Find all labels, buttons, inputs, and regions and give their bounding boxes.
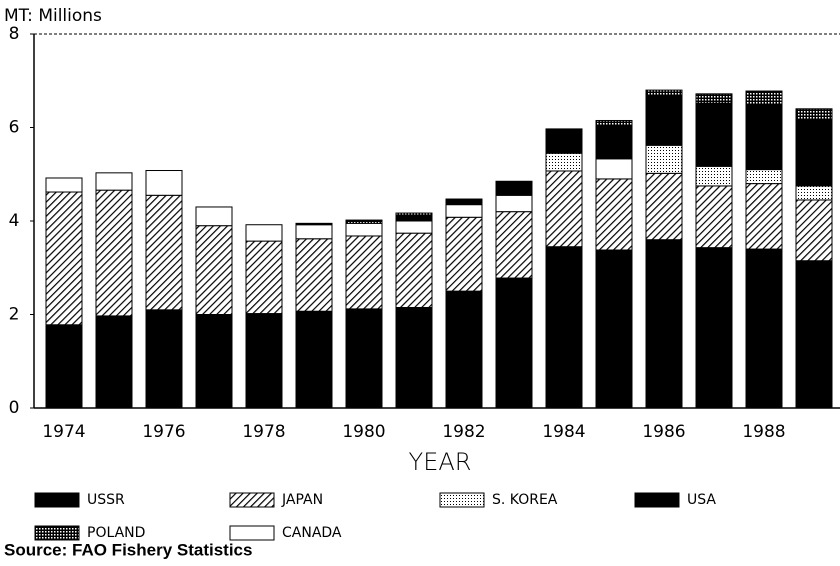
bar-segment bbox=[345, 222, 383, 237]
bar-segment bbox=[745, 183, 783, 250]
bar-segment bbox=[795, 260, 833, 409]
bar-segment bbox=[195, 314, 233, 409]
x-axis-label: YEAR bbox=[409, 448, 472, 476]
bar-segment bbox=[795, 118, 833, 187]
bar-segment bbox=[295, 222, 333, 226]
bar-segment bbox=[245, 313, 283, 409]
bar-segment bbox=[545, 128, 583, 154]
x-tick-label: 1978 bbox=[242, 422, 285, 442]
bar-segment bbox=[595, 158, 633, 180]
x-tick-label: 1976 bbox=[142, 422, 185, 442]
bar-segment bbox=[45, 324, 83, 409]
bar-segment bbox=[445, 290, 483, 409]
bar-segment bbox=[295, 224, 333, 240]
bar-segment bbox=[345, 219, 383, 224]
bar-segment bbox=[495, 277, 533, 409]
bar-segment bbox=[745, 103, 783, 171]
bar-segment bbox=[645, 239, 683, 409]
source-note: Source: FAO Fishery Statistics bbox=[4, 540, 252, 559]
bar-segment bbox=[195, 225, 233, 315]
bar-segment bbox=[695, 93, 733, 104]
x-tick-label: 1988 bbox=[742, 422, 785, 442]
y-tick-label: 0 bbox=[9, 398, 20, 418]
bar-segment bbox=[495, 180, 533, 196]
bar-segment bbox=[645, 95, 683, 146]
bar-segment bbox=[395, 220, 433, 234]
bar-segment bbox=[795, 199, 833, 262]
y-axis-label: MT: Millions bbox=[4, 6, 102, 26]
x-tick-label: 1980 bbox=[342, 422, 385, 442]
bar-segment bbox=[295, 238, 333, 312]
legend-swatch bbox=[34, 525, 80, 541]
bar-segment bbox=[595, 249, 633, 409]
bar-segment bbox=[95, 315, 133, 409]
bar-segment bbox=[445, 198, 483, 206]
bar-segment bbox=[95, 172, 133, 191]
legend-label: POLAND bbox=[87, 525, 145, 541]
bar-segment bbox=[145, 170, 183, 196]
bar-segment bbox=[645, 89, 683, 97]
bar-segment bbox=[645, 172, 683, 241]
bar-segment bbox=[745, 248, 783, 409]
bar-segment bbox=[545, 152, 583, 172]
x-tick-label: 1982 bbox=[442, 422, 485, 442]
bar-segment bbox=[495, 194, 533, 213]
bar-segment bbox=[395, 215, 433, 222]
legend-swatch bbox=[229, 492, 275, 508]
bar-segment bbox=[645, 144, 683, 174]
bar-segment bbox=[695, 165, 733, 187]
bar-segment bbox=[45, 191, 83, 326]
legend-swatch bbox=[634, 492, 680, 508]
legend-label: CANADA bbox=[282, 525, 342, 541]
y-tick-label: 4 bbox=[9, 211, 20, 231]
legend-swatch bbox=[439, 492, 485, 508]
bar-segment bbox=[95, 189, 133, 317]
bar-segment bbox=[245, 240, 283, 315]
bar-segment bbox=[195, 206, 233, 227]
bar-segment bbox=[745, 90, 783, 105]
x-tick-label: 1974 bbox=[42, 422, 85, 442]
bar-segment bbox=[395, 306, 433, 409]
y-tick-label: 2 bbox=[9, 305, 20, 325]
bar-segment bbox=[345, 308, 383, 409]
x-tick-label: 1984 bbox=[542, 422, 585, 442]
bar-segment bbox=[545, 170, 583, 248]
bar-segment bbox=[145, 309, 183, 409]
bar-segment bbox=[595, 178, 633, 251]
bar-segment bbox=[695, 247, 733, 409]
bar-segment bbox=[545, 246, 583, 409]
bar-segment bbox=[795, 185, 833, 201]
bar-segment bbox=[745, 169, 783, 185]
legend-label: USSR bbox=[87, 492, 125, 508]
legend-swatch bbox=[229, 525, 275, 541]
bar-segment bbox=[295, 310, 333, 409]
bar-segment bbox=[595, 119, 633, 126]
bar-segment bbox=[695, 102, 733, 167]
legend-label: USA bbox=[687, 492, 716, 508]
bar-segment bbox=[445, 204, 483, 218]
bar-segment bbox=[395, 212, 433, 217]
bar-segment bbox=[595, 124, 633, 160]
bar-segment bbox=[445, 216, 483, 292]
bar-segment bbox=[395, 232, 433, 308]
bar-segment bbox=[45, 177, 83, 193]
bar-segment bbox=[345, 235, 383, 310]
bar-segment bbox=[795, 108, 833, 120]
y-tick-label: 8 bbox=[9, 24, 20, 44]
legend-label: S. KOREA bbox=[492, 492, 558, 508]
legend-swatch bbox=[34, 492, 80, 508]
bar-segment bbox=[495, 211, 533, 279]
legend-label: JAPAN bbox=[281, 492, 323, 508]
bar-segment bbox=[145, 194, 183, 311]
y-tick-label: 6 bbox=[9, 118, 20, 138]
bar-segment bbox=[695, 185, 733, 249]
x-tick-label: 1986 bbox=[642, 422, 685, 442]
bar-segment bbox=[245, 224, 283, 242]
